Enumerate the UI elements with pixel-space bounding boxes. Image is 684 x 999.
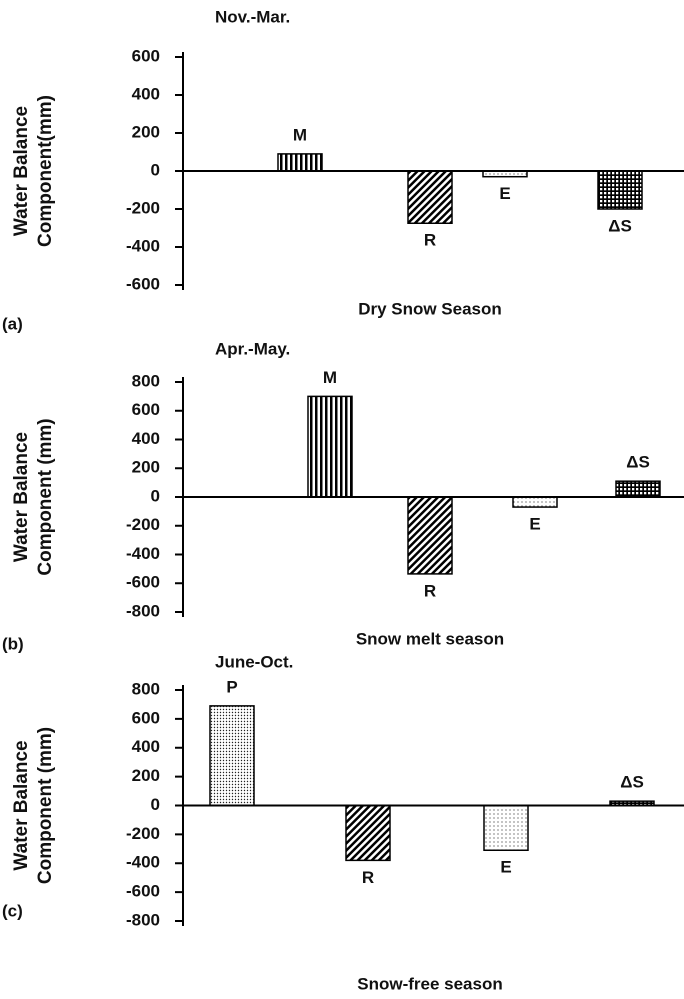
y-tick-label: 0 — [151, 160, 160, 179]
bar-label: E — [499, 184, 510, 203]
bar-label: R — [424, 581, 436, 600]
bar — [483, 804, 529, 852]
bar-label: R — [362, 868, 374, 887]
y-axis-label: Water Balance — [11, 432, 32, 562]
bar-label: M — [323, 368, 337, 387]
y-tick-label: -800 — [126, 910, 160, 929]
bar — [209, 705, 255, 807]
y-axis-label: Component (mm) — [35, 727, 56, 884]
y-tick-label: 600 — [132, 46, 160, 65]
panel-label: (c) — [2, 901, 23, 920]
y-tick-label: -600 — [126, 274, 160, 293]
bar — [277, 153, 323, 172]
chart-title: June-Oct. — [215, 652, 293, 671]
y-tick-label: 800 — [132, 371, 160, 390]
y-tick-label: 0 — [151, 795, 160, 814]
chart-title: Apr.-May. — [215, 339, 290, 358]
y-tick-label: -400 — [126, 236, 160, 255]
y-axis-label: Component (mm) — [35, 418, 56, 575]
bar-label: E — [529, 515, 540, 534]
y-tick-label: 600 — [132, 708, 160, 727]
bar — [345, 804, 391, 862]
bar-label: R — [424, 231, 436, 250]
y-tick-label: 400 — [132, 737, 160, 756]
y-tick-label: 0 — [151, 486, 160, 505]
y-tick-label: 600 — [132, 400, 160, 419]
bar-label: ΔS — [626, 453, 650, 472]
x-axis-label: Snow melt season — [356, 629, 504, 648]
y-tick-label: 200 — [132, 122, 160, 141]
bar — [615, 480, 661, 498]
y-axis-label: Component(mm) — [35, 95, 56, 247]
bar — [407, 496, 453, 575]
bar-label: M — [293, 125, 307, 144]
y-tick-label: 400 — [132, 429, 160, 448]
panel-label: (a) — [2, 314, 23, 333]
bar — [512, 496, 558, 508]
y-tick-label: -600 — [126, 573, 160, 592]
y-tick-label: -200 — [126, 198, 160, 217]
bar-label: ΔS — [608, 216, 632, 235]
y-tick-label: -200 — [126, 824, 160, 843]
y-tick-label: 800 — [132, 679, 160, 698]
y-tick-label: 400 — [132, 84, 160, 103]
y-axis-label: Water Balance — [11, 740, 32, 870]
y-tick-label: 200 — [132, 458, 160, 477]
y-tick-label: -600 — [126, 882, 160, 901]
y-tick-label: -200 — [126, 515, 160, 534]
bar — [597, 170, 643, 210]
bar-label: ΔS — [620, 773, 644, 792]
panel-label: (b) — [2, 634, 24, 653]
y-tick-label: -800 — [126, 601, 160, 620]
y-axis-label: Water Balance — [11, 106, 32, 236]
bar-label: E — [500, 858, 511, 877]
x-axis-label: Dry Snow Season — [358, 299, 502, 318]
bar-label: P — [226, 677, 237, 696]
chart-title: Nov.-Mar. — [215, 7, 290, 26]
bar — [407, 170, 453, 224]
y-tick-label: -400 — [126, 853, 160, 872]
x-axis-label: Snow-free season — [357, 974, 503, 993]
y-tick-label: -400 — [126, 544, 160, 563]
y-tick-label: 200 — [132, 766, 160, 785]
bar — [307, 395, 353, 498]
